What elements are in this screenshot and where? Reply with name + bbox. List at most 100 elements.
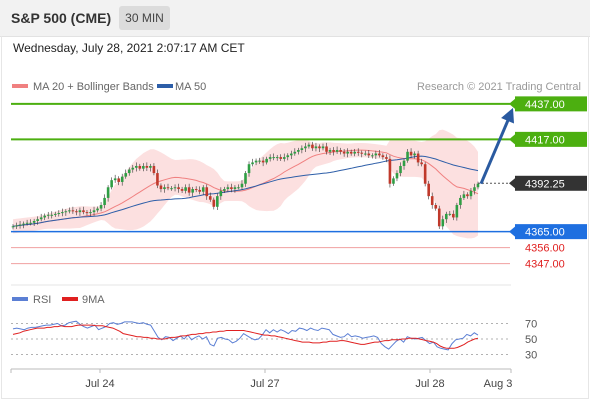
x-tick-label: Jul 24 [85,378,114,390]
candle-up [110,180,113,188]
candlesticks [11,141,480,230]
candle-down [261,160,265,163]
candle-up [346,151,349,154]
rsi-legend-label: RSI [33,294,51,306]
candle-down [349,151,353,154]
candle-down [177,187,180,190]
candle-up [473,187,476,191]
candle-up [371,155,374,157]
candle-down [156,173,159,186]
candle-up [275,157,279,159]
candle-up [124,173,128,177]
candle-up [64,211,68,213]
candle-down [325,146,328,152]
candle-up [363,153,367,155]
candle-down [75,211,78,213]
candle-up [399,165,402,174]
ma9-legend-swatch [62,297,78,301]
candle-up [265,158,268,163]
candle-down [466,194,469,197]
candle-down [416,153,420,163]
candle-down [318,146,321,149]
rsi-ma9-line [12,324,479,349]
candle-down [311,144,314,149]
candle-up [251,162,254,165]
candle-up [469,190,473,197]
candle-down [381,155,385,158]
x-tick-label: Jul 27 [250,378,279,390]
x-tick-label: Jul 28 [415,378,444,390]
candle-up [57,213,61,215]
candle-up [191,189,194,193]
candle-up [216,196,219,207]
candle-down [212,199,216,207]
candle-up [134,165,138,168]
candle-up [39,217,43,220]
candle-down [434,205,438,209]
candle-up [46,214,50,216]
candle-up [244,173,247,184]
candle-up [448,213,452,215]
resistance-level-badge [515,131,587,147]
candle-up [459,197,462,206]
candle-up [258,160,261,162]
candle-up [68,210,71,212]
support-badge-pointer [509,226,515,237]
candle-down [427,183,430,197]
candle-down [279,157,283,159]
candle-up [36,219,39,221]
x-tick-label: Aug 3 [484,378,513,390]
candle-up [223,189,226,191]
candle-down [205,187,209,197]
candle-up [321,146,325,149]
candle-up [32,220,36,223]
candle-up [170,188,173,190]
support-level-badge [515,224,587,240]
forecast-arrow-head [501,107,515,124]
level-labels: 4437.00 4417.00 4392.25 4365.00 4356.00 4347.… [509,96,587,271]
candle-down [159,185,163,190]
forecast-arrow [479,107,515,185]
candle-up [314,146,318,149]
candle-down [360,152,364,154]
candle-up [441,219,445,227]
candle-up [300,148,304,151]
candle-down [409,151,413,156]
candle-down [385,157,388,159]
candle-down [198,189,202,192]
candle-up [103,197,106,206]
support3-level-label: 4347.00 [525,259,565,271]
candle-up [406,151,409,161]
candle-up [233,187,237,190]
candle-up [455,205,459,218]
candle-up [113,178,117,181]
ma50-legend-swatch [157,84,173,88]
candle-up [272,157,275,159]
candle-up [307,144,311,147]
candle-up [50,214,54,216]
rsi-tick-30: 30 [525,350,537,362]
credit-text: Research © 2021 Trading Central [417,81,581,93]
candle-down [82,210,85,213]
ma50-legend-label: MA 50 [175,81,206,93]
candle-up [163,187,166,190]
candle-up [106,187,110,198]
candle-up [268,157,272,159]
candle-up [335,150,339,152]
instrument-title: S&P 500 (CME) [11,10,112,26]
candle-up [293,151,297,154]
current-level-badge [515,175,587,191]
candle-up [89,212,92,214]
candle-up [99,205,103,209]
candle-up [120,176,124,182]
x-axis-ticks: Jul 24 Jul 27 Jul 28 Aug 3 [85,369,512,390]
timeframe-badge[interactable]: 30 MIN [119,6,170,30]
candle-up [413,153,416,156]
candle-down [437,208,441,227]
candle-up [173,187,177,189]
candle-up [142,165,145,169]
candle-up [282,157,286,159]
rsi-tick-50: 50 [525,334,537,346]
candle-up [462,194,466,198]
candle-down [230,187,233,190]
